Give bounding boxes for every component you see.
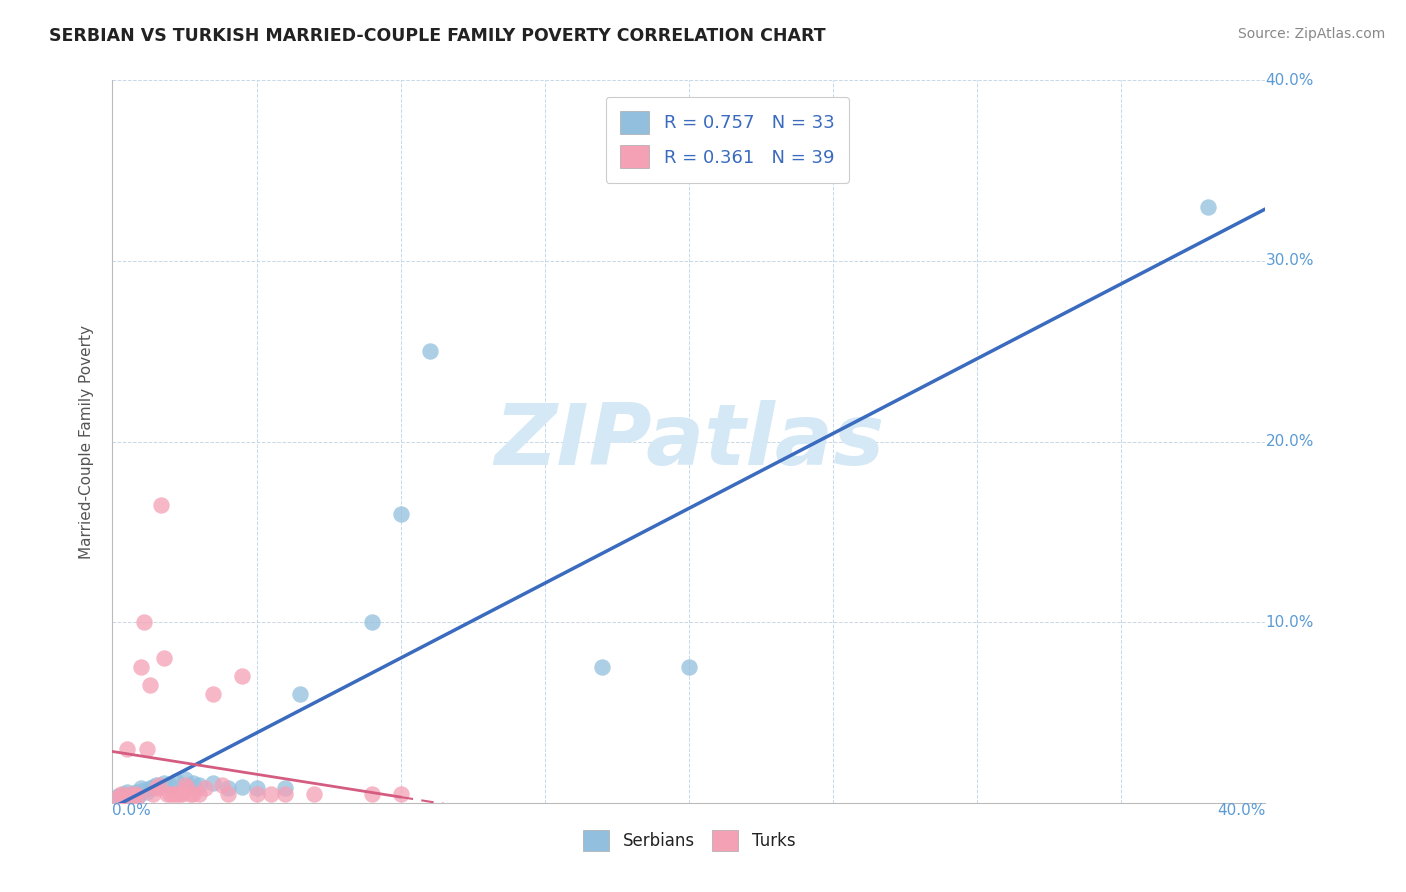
Point bbox=[360, 787, 382, 801]
Point bbox=[136, 785, 159, 799]
Point bbox=[134, 783, 156, 797]
Point bbox=[176, 781, 198, 796]
Point bbox=[678, 660, 700, 674]
Point bbox=[288, 687, 311, 701]
Point bbox=[194, 781, 217, 796]
Point bbox=[389, 507, 412, 521]
Point bbox=[389, 787, 412, 801]
Point bbox=[142, 787, 165, 801]
Point bbox=[211, 778, 233, 792]
Point bbox=[202, 776, 225, 790]
Point bbox=[167, 787, 190, 801]
Text: 10.0%: 10.0% bbox=[1265, 615, 1313, 630]
Point bbox=[148, 778, 170, 792]
Point bbox=[118, 787, 141, 801]
Point bbox=[124, 787, 146, 801]
Point bbox=[181, 776, 204, 790]
Point bbox=[162, 787, 184, 801]
Point bbox=[145, 781, 167, 796]
Text: ZIPatlas: ZIPatlas bbox=[494, 400, 884, 483]
Point bbox=[260, 787, 283, 801]
Point bbox=[159, 778, 181, 792]
Point bbox=[121, 790, 143, 805]
Point bbox=[110, 790, 132, 805]
Point bbox=[231, 780, 253, 794]
Point bbox=[107, 790, 129, 805]
Point bbox=[246, 781, 269, 796]
Point bbox=[304, 787, 326, 801]
Text: 30.0%: 30.0% bbox=[1265, 253, 1313, 268]
Point bbox=[1197, 200, 1219, 214]
Text: 40.0%: 40.0% bbox=[1218, 803, 1265, 818]
Text: 0.0%: 0.0% bbox=[112, 803, 152, 818]
Text: Source: ZipAtlas.com: Source: ZipAtlas.com bbox=[1237, 27, 1385, 41]
Point bbox=[129, 660, 153, 674]
Point bbox=[592, 660, 614, 674]
Point bbox=[127, 789, 149, 803]
Text: 20.0%: 20.0% bbox=[1265, 434, 1313, 449]
Point bbox=[124, 785, 146, 799]
Point bbox=[188, 787, 211, 801]
Y-axis label: Married-Couple Family Poverty: Married-Couple Family Poverty bbox=[79, 325, 94, 558]
Point bbox=[188, 778, 211, 792]
Point bbox=[173, 778, 195, 792]
Text: 40.0%: 40.0% bbox=[1265, 73, 1313, 87]
Point bbox=[139, 781, 162, 796]
Text: SERBIAN VS TURKISH MARRIED-COUPLE FAMILY POVERTY CORRELATION CHART: SERBIAN VS TURKISH MARRIED-COUPLE FAMILY… bbox=[49, 27, 825, 45]
Point bbox=[121, 787, 143, 801]
Point bbox=[127, 789, 149, 803]
Point bbox=[115, 741, 138, 756]
Point bbox=[156, 787, 179, 801]
Point bbox=[419, 344, 441, 359]
Point bbox=[217, 787, 239, 801]
Point bbox=[173, 772, 195, 787]
Point bbox=[153, 651, 176, 665]
Point bbox=[217, 781, 239, 796]
Point bbox=[129, 781, 153, 796]
Point bbox=[118, 789, 141, 803]
Point bbox=[181, 787, 204, 801]
Point bbox=[202, 687, 225, 701]
Point bbox=[112, 789, 135, 803]
Point bbox=[110, 787, 132, 801]
Point bbox=[274, 781, 297, 796]
Point bbox=[115, 785, 138, 799]
Point bbox=[153, 776, 176, 790]
Point bbox=[274, 787, 297, 801]
Point bbox=[139, 678, 162, 692]
Point bbox=[112, 787, 135, 801]
Point bbox=[231, 669, 253, 683]
Point bbox=[179, 787, 201, 801]
Legend: Serbians, Turks: Serbians, Turks bbox=[575, 822, 803, 860]
Point bbox=[165, 787, 187, 801]
Point bbox=[170, 787, 193, 801]
Point bbox=[145, 778, 167, 792]
Point bbox=[142, 780, 165, 794]
Point bbox=[148, 780, 170, 794]
Point bbox=[246, 787, 269, 801]
Point bbox=[165, 774, 187, 789]
Point bbox=[107, 789, 129, 803]
Point bbox=[360, 615, 382, 630]
Point bbox=[134, 615, 156, 630]
Point bbox=[136, 741, 159, 756]
Point bbox=[159, 787, 181, 801]
Point bbox=[150, 498, 173, 512]
